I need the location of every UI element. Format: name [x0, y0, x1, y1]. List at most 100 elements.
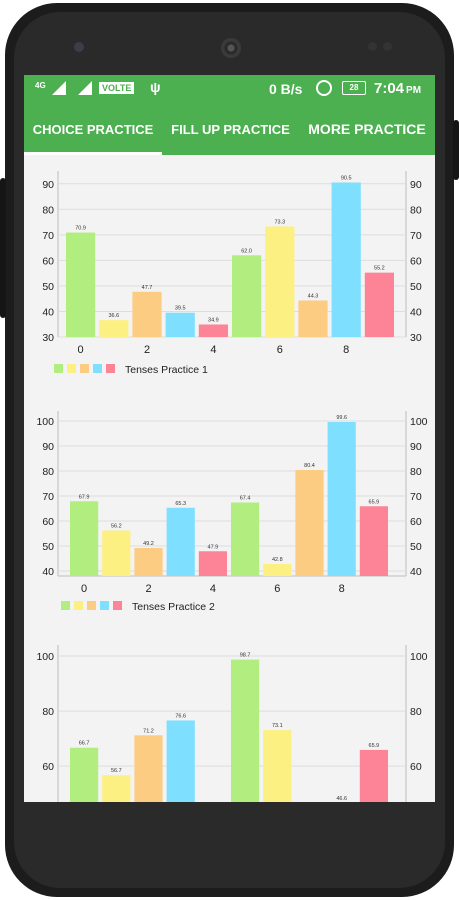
bar — [231, 502, 260, 576]
bar-value-label: 80.4 — [304, 463, 315, 469]
battery-percent: 28 — [349, 83, 359, 92]
bar-value-label: 56.7 — [111, 768, 122, 774]
earpiece-speaker — [221, 38, 241, 58]
bar — [327, 422, 356, 576]
x-tick-label: 2 — [144, 344, 150, 356]
clock-ampm: PM — [406, 85, 422, 96]
bar-value-label: 47.7 — [142, 285, 153, 291]
front-camera — [74, 42, 84, 52]
legend-label: Tenses Practice 1 — [125, 364, 208, 376]
power-button — [0, 178, 6, 318]
bar — [231, 659, 260, 802]
bar — [295, 470, 324, 576]
tab-more-practice[interactable]: MORE PRACTICE — [299, 103, 435, 155]
legend-swatch — [93, 364, 102, 373]
tab-fill-up-practice[interactable]: FILL UP PRACTICE — [162, 103, 299, 155]
bar-value-label: 99.6 — [336, 415, 347, 421]
light-sensor — [383, 42, 392, 51]
y-tick-label-left: 50 — [42, 541, 54, 553]
bar-value-label: 56.2 — [111, 524, 122, 530]
bar-value-label: 71.2 — [143, 728, 154, 734]
bar-value-label: 55.2 — [374, 266, 385, 272]
legend-swatch — [87, 601, 96, 610]
bar-value-label: 42.8 — [272, 557, 283, 563]
app-screen: 4G VOLTE ψ 0 B/s 28 7:04 PM CHOICE PRACTI… — [24, 75, 435, 802]
x-tick-label: 6 — [274, 583, 280, 595]
x-tick-label: 8 — [343, 344, 349, 356]
y-tick-label-left: 100 — [36, 651, 54, 663]
bar-value-label: 67.9 — [79, 494, 90, 500]
bar — [359, 506, 388, 576]
y-tick-label-left: 90 — [42, 441, 54, 453]
tab-choice-practice-label: CHOICE PRACTICE — [32, 121, 154, 137]
data-speed: 0 B/s — [269, 81, 303, 97]
volume-button — [453, 120, 459, 180]
signal-icon-1 — [52, 81, 66, 95]
bar-value-label: 65.9 — [369, 743, 380, 749]
y-tick-label-left: 50 — [42, 281, 54, 293]
bar — [70, 747, 99, 802]
y-tick-label-left: 80 — [42, 706, 54, 718]
signal-icon-2 — [78, 81, 92, 95]
y-tick-label-right: 90 — [410, 179, 422, 191]
bar-value-label: 98.7 — [240, 653, 251, 659]
y-tick-label-right: 90 — [410, 441, 422, 453]
bar — [165, 312, 195, 337]
y-tick-label-right: 60 — [410, 255, 422, 267]
tab-choice-practice[interactable]: CHOICE PRACTICE — [24, 103, 162, 155]
x-tick-label: 0 — [81, 583, 87, 595]
y-tick-label-right: 60 — [410, 516, 422, 528]
bar-value-label: 47.9 — [208, 544, 219, 550]
y-tick-label-left: 60 — [42, 516, 54, 528]
legend-swatch — [61, 601, 70, 610]
y-tick-label-left: 30 — [42, 332, 54, 344]
tab-bar: CHOICE PRACTICE FILL UP PRACTICE MORE PR… — [24, 103, 435, 155]
bar-value-label: 62.0 — [241, 248, 252, 254]
y-tick-label-right: 100 — [410, 651, 428, 663]
bar-value-label: 44.3 — [308, 293, 319, 299]
x-tick-label: 4 — [210, 583, 216, 595]
bar-value-label: 66.7 — [79, 741, 90, 747]
x-tick-label: 8 — [339, 583, 345, 595]
y-tick-label-left: 100 — [36, 416, 54, 428]
bar — [198, 551, 227, 576]
bar — [232, 255, 262, 337]
active-tab-indicator — [24, 152, 162, 155]
bar-value-label: 34.9 — [208, 317, 219, 323]
charts-list[interactable]: 30 30 40 40 50 50 60 60 70 70 80 80 90 90 70.9 36.6 47.7… — [24, 155, 435, 802]
x-tick-label: 0 — [78, 344, 84, 356]
bar — [102, 775, 131, 802]
legend-swatch — [106, 364, 115, 373]
y-tick-label-left: 40 — [42, 306, 54, 318]
bar-value-label: 49.2 — [143, 541, 154, 547]
y-tick-label-left: 70 — [42, 491, 54, 503]
bar — [134, 735, 163, 802]
battery-icon: 28 — [342, 81, 366, 95]
y-tick-label-right: 40 — [410, 306, 422, 318]
bar — [364, 272, 394, 337]
y-tick-label-left: 60 — [42, 255, 54, 267]
y-tick-label-right: 40 — [410, 566, 422, 578]
y-tick-label-right: 30 — [410, 332, 422, 344]
bar-chart-3: 40406060808010010066.756.771.276.633.798… — [36, 645, 428, 802]
y-tick-label-right: 100 — [410, 416, 428, 428]
legend-label: Tenses Practice 2 — [132, 601, 215, 613]
x-tick-label: 2 — [145, 583, 151, 595]
bar — [198, 324, 228, 337]
bar-value-label: 36.6 — [108, 313, 119, 319]
bar-value-label: 65.9 — [369, 499, 380, 505]
bar-value-label: 46.6 — [336, 796, 347, 802]
alarm-icon — [316, 80, 332, 96]
legend-swatch — [80, 364, 89, 373]
proximity-sensor — [368, 42, 377, 51]
legend-swatch — [74, 601, 83, 610]
bar — [263, 564, 292, 576]
bar-value-label: 39.5 — [175, 306, 186, 312]
bar — [331, 182, 361, 337]
bar-value-label: 73.1 — [272, 723, 283, 729]
bar-value-label: 65.3 — [175, 501, 186, 507]
bar-value-label: 67.4 — [240, 496, 251, 502]
bar-value-label: 70.9 — [75, 226, 86, 232]
